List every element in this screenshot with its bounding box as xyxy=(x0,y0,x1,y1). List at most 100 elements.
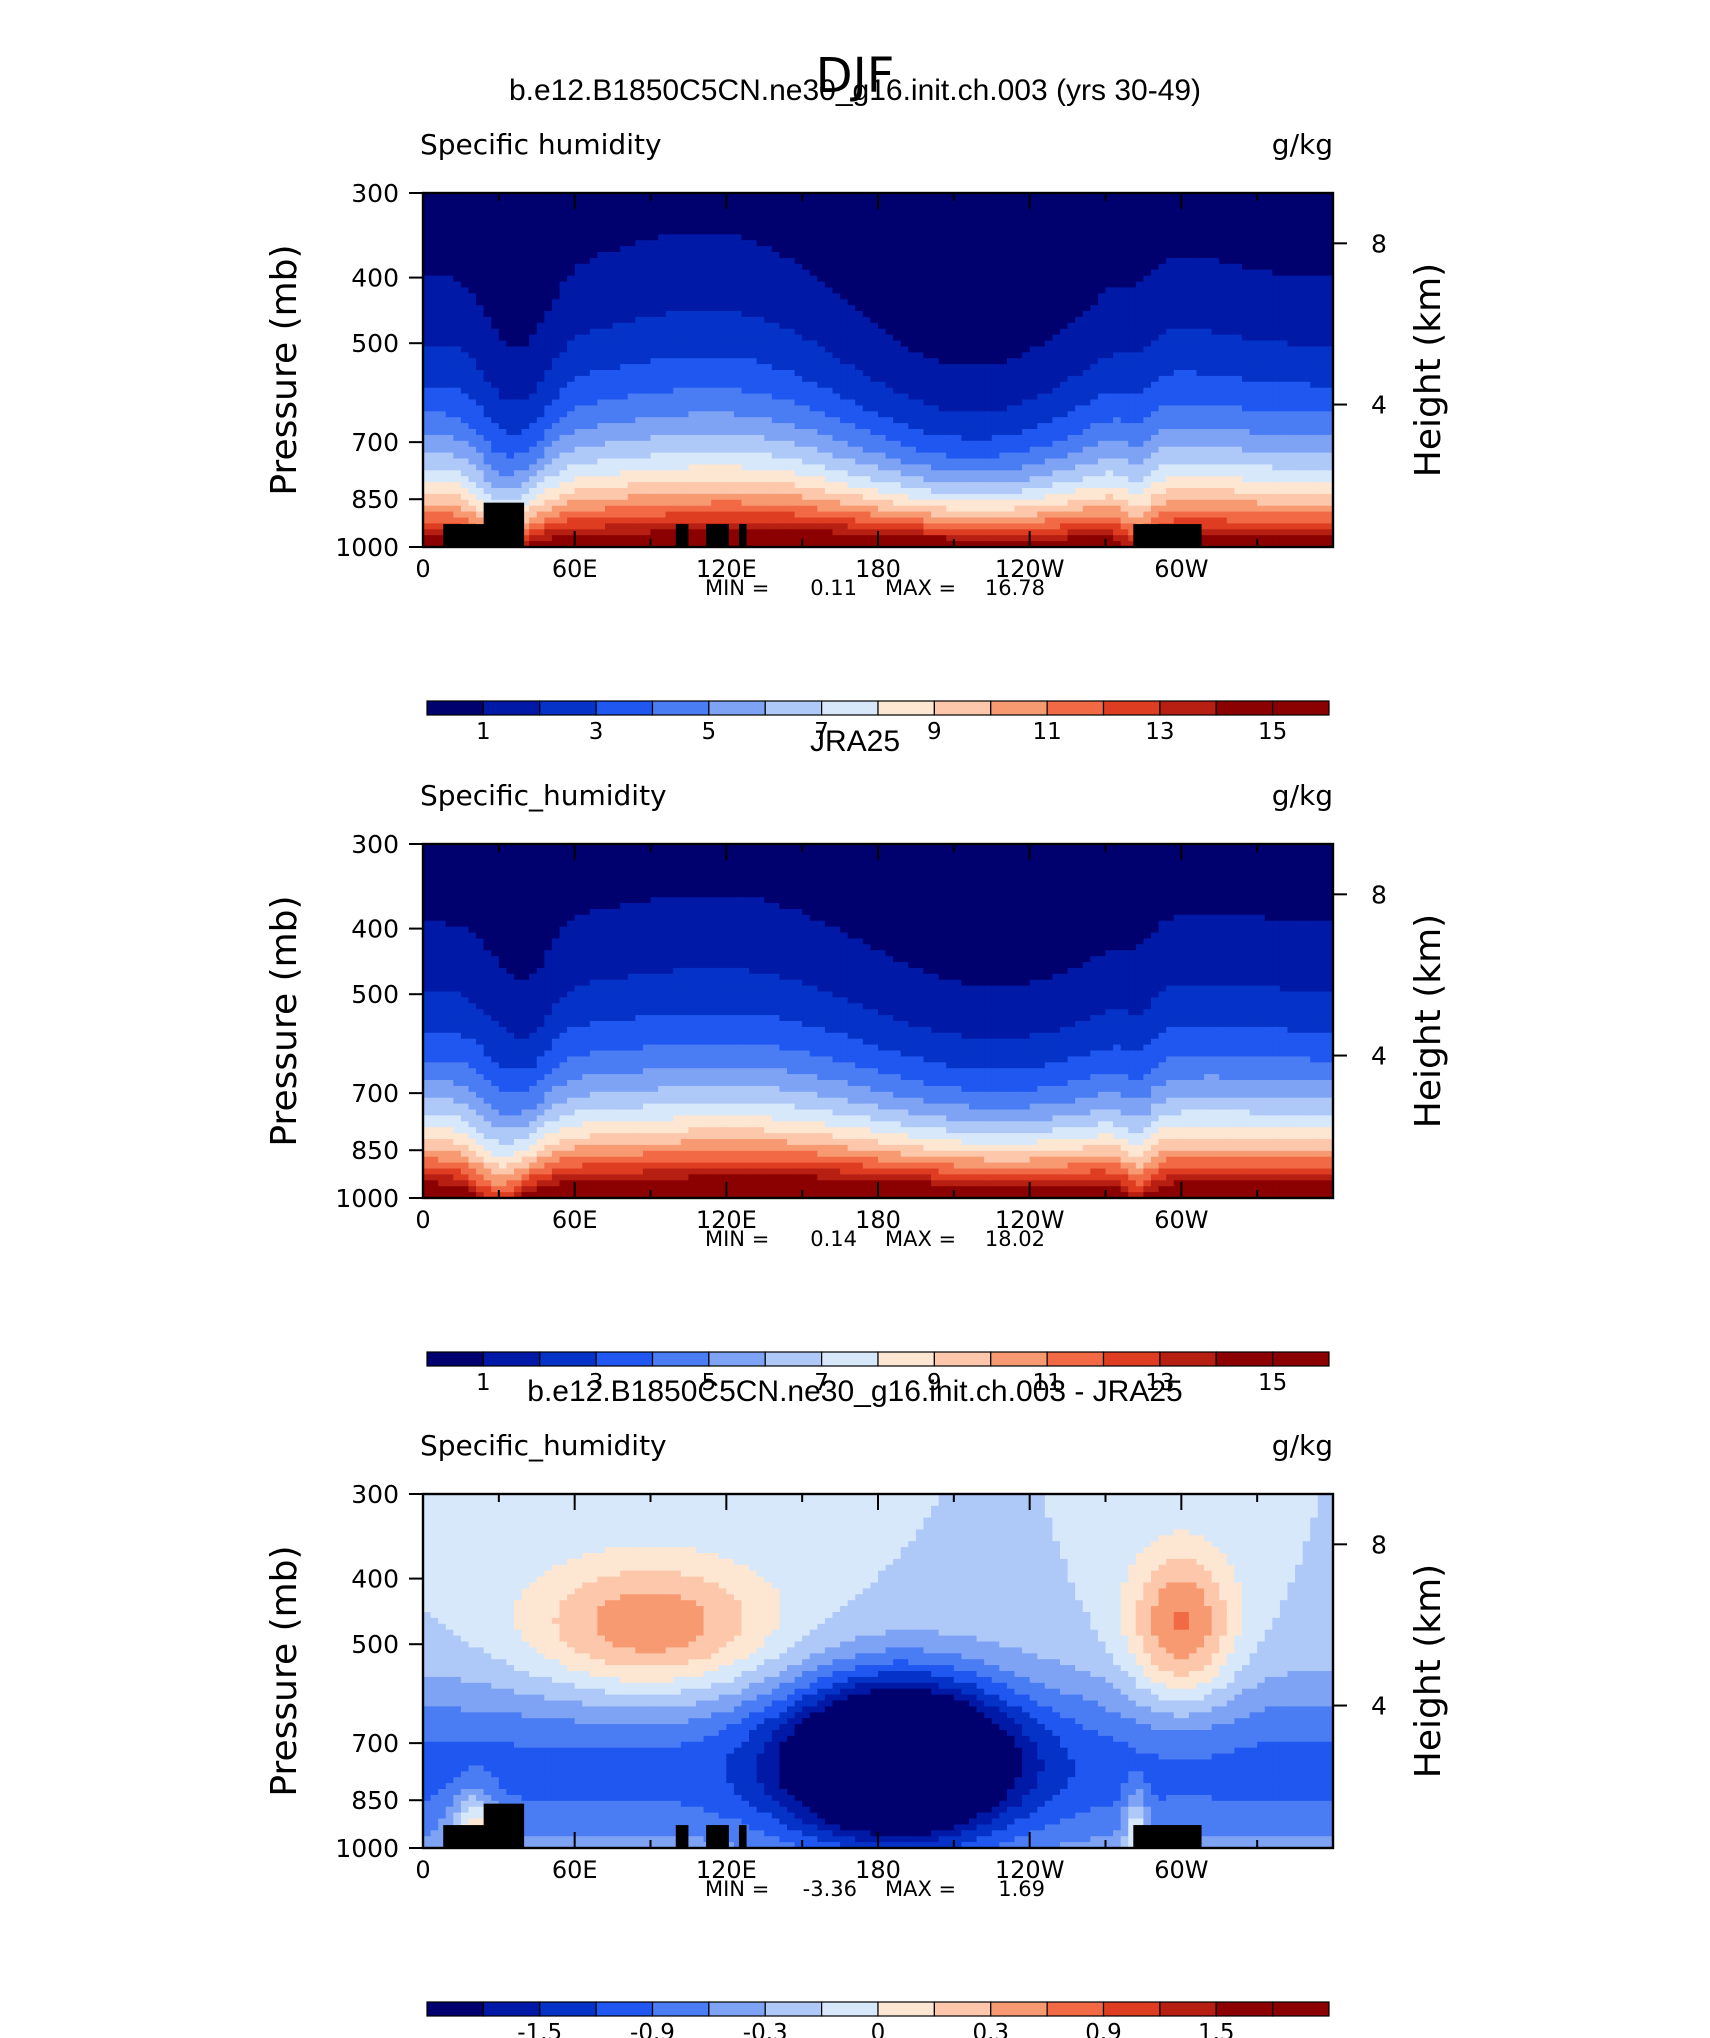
contour-cell xyxy=(741,340,750,347)
contour-cell xyxy=(430,464,439,471)
contour-cell xyxy=(658,287,667,294)
contour-cell xyxy=(498,234,508,241)
contour-cell xyxy=(726,263,735,271)
contour-cell xyxy=(1006,387,1016,395)
contour-cell xyxy=(1022,352,1031,359)
contour-cell xyxy=(1006,210,1016,218)
contour-cell xyxy=(741,352,750,359)
contour-cell xyxy=(605,458,614,465)
contour-cell xyxy=(840,405,849,412)
contour-cell xyxy=(847,517,856,524)
contour-cell xyxy=(574,517,583,524)
contour-cell xyxy=(840,482,849,489)
contour-cell xyxy=(900,269,909,277)
contour-cell xyxy=(779,505,788,513)
contour-cell xyxy=(969,316,978,324)
contour-cell xyxy=(423,263,432,271)
contour-cell xyxy=(445,423,454,430)
contour-cell xyxy=(635,257,644,265)
contour-cell xyxy=(855,358,864,365)
contour-cell xyxy=(824,352,834,359)
contour-cell xyxy=(491,334,500,342)
contour-cell xyxy=(498,287,508,294)
contour-cell xyxy=(779,399,788,406)
contour-cell xyxy=(605,381,614,389)
contour-cell xyxy=(832,311,841,318)
contour-cell xyxy=(946,541,955,548)
contour-cell xyxy=(908,263,917,271)
contour-cell xyxy=(1037,499,1046,507)
contour-cell xyxy=(627,523,636,530)
contour-cell xyxy=(756,375,765,383)
contour-cell xyxy=(574,340,583,347)
contour-cell xyxy=(612,375,621,383)
contour-cell xyxy=(673,405,682,412)
contour-cell xyxy=(976,269,985,277)
contour-cell xyxy=(976,240,985,247)
contour-cell xyxy=(627,493,636,501)
contour-cell xyxy=(953,470,963,477)
contour-cell xyxy=(430,417,439,424)
contour-cell xyxy=(1014,393,1023,401)
contour-cell xyxy=(1022,334,1031,342)
contour-cell xyxy=(574,246,583,253)
contour-cell xyxy=(696,393,705,401)
contour-cell xyxy=(521,299,530,306)
contour-cell xyxy=(976,375,985,383)
contour-cell xyxy=(824,299,834,306)
contour-cell xyxy=(642,352,652,359)
contour-cell xyxy=(460,246,470,253)
contour-cell xyxy=(984,393,993,401)
contour-cell xyxy=(627,434,636,442)
contour-cell xyxy=(787,322,796,330)
contour-cell xyxy=(620,423,629,430)
contour-cell xyxy=(1037,311,1046,318)
contour-cell xyxy=(847,193,856,200)
contour-cell xyxy=(915,263,925,271)
contour-cell xyxy=(658,470,667,477)
contour-cell xyxy=(794,440,803,448)
contour-cell xyxy=(551,275,561,283)
contour-cell xyxy=(551,446,561,454)
contour-cell xyxy=(915,240,925,247)
contour-cell xyxy=(779,198,788,206)
contour-cell xyxy=(445,322,454,330)
contour-cell xyxy=(787,458,796,465)
contour-cell xyxy=(559,429,568,436)
contour-cell xyxy=(824,358,834,365)
contour-cell xyxy=(423,476,432,483)
contour-cell xyxy=(847,440,856,448)
contour-cell xyxy=(1052,204,1061,212)
contour-cell xyxy=(840,299,849,306)
contour-cell xyxy=(696,346,705,353)
contour-cell xyxy=(1022,381,1031,389)
contour-cell xyxy=(673,434,682,442)
contour-cell xyxy=(787,476,796,483)
contour-cell xyxy=(703,340,712,347)
contour-cell xyxy=(749,370,758,377)
contour-cell xyxy=(741,417,750,424)
contour-cell xyxy=(771,541,781,548)
contour-cell xyxy=(665,488,674,495)
contour-cell xyxy=(733,204,743,212)
contour-cell xyxy=(506,482,515,489)
contour-cell xyxy=(969,346,978,353)
contour-cell xyxy=(544,523,553,530)
contour-cell xyxy=(733,393,743,401)
contour-cell xyxy=(620,210,629,218)
contour-cell xyxy=(961,252,970,259)
contour-cell xyxy=(491,299,500,306)
contour-cell xyxy=(976,352,985,359)
contour-cell xyxy=(650,228,659,235)
contour-cell xyxy=(840,340,849,347)
contour-cell xyxy=(969,193,978,200)
contour-cell xyxy=(840,429,849,436)
contour-cell xyxy=(680,246,690,253)
contour-cell xyxy=(787,358,796,365)
contour-cell xyxy=(453,204,462,212)
contour-cell xyxy=(612,499,621,507)
contour-cell xyxy=(787,470,796,477)
contour-cell xyxy=(794,493,803,501)
contour-cell xyxy=(476,499,485,507)
contour-cell xyxy=(680,411,690,418)
